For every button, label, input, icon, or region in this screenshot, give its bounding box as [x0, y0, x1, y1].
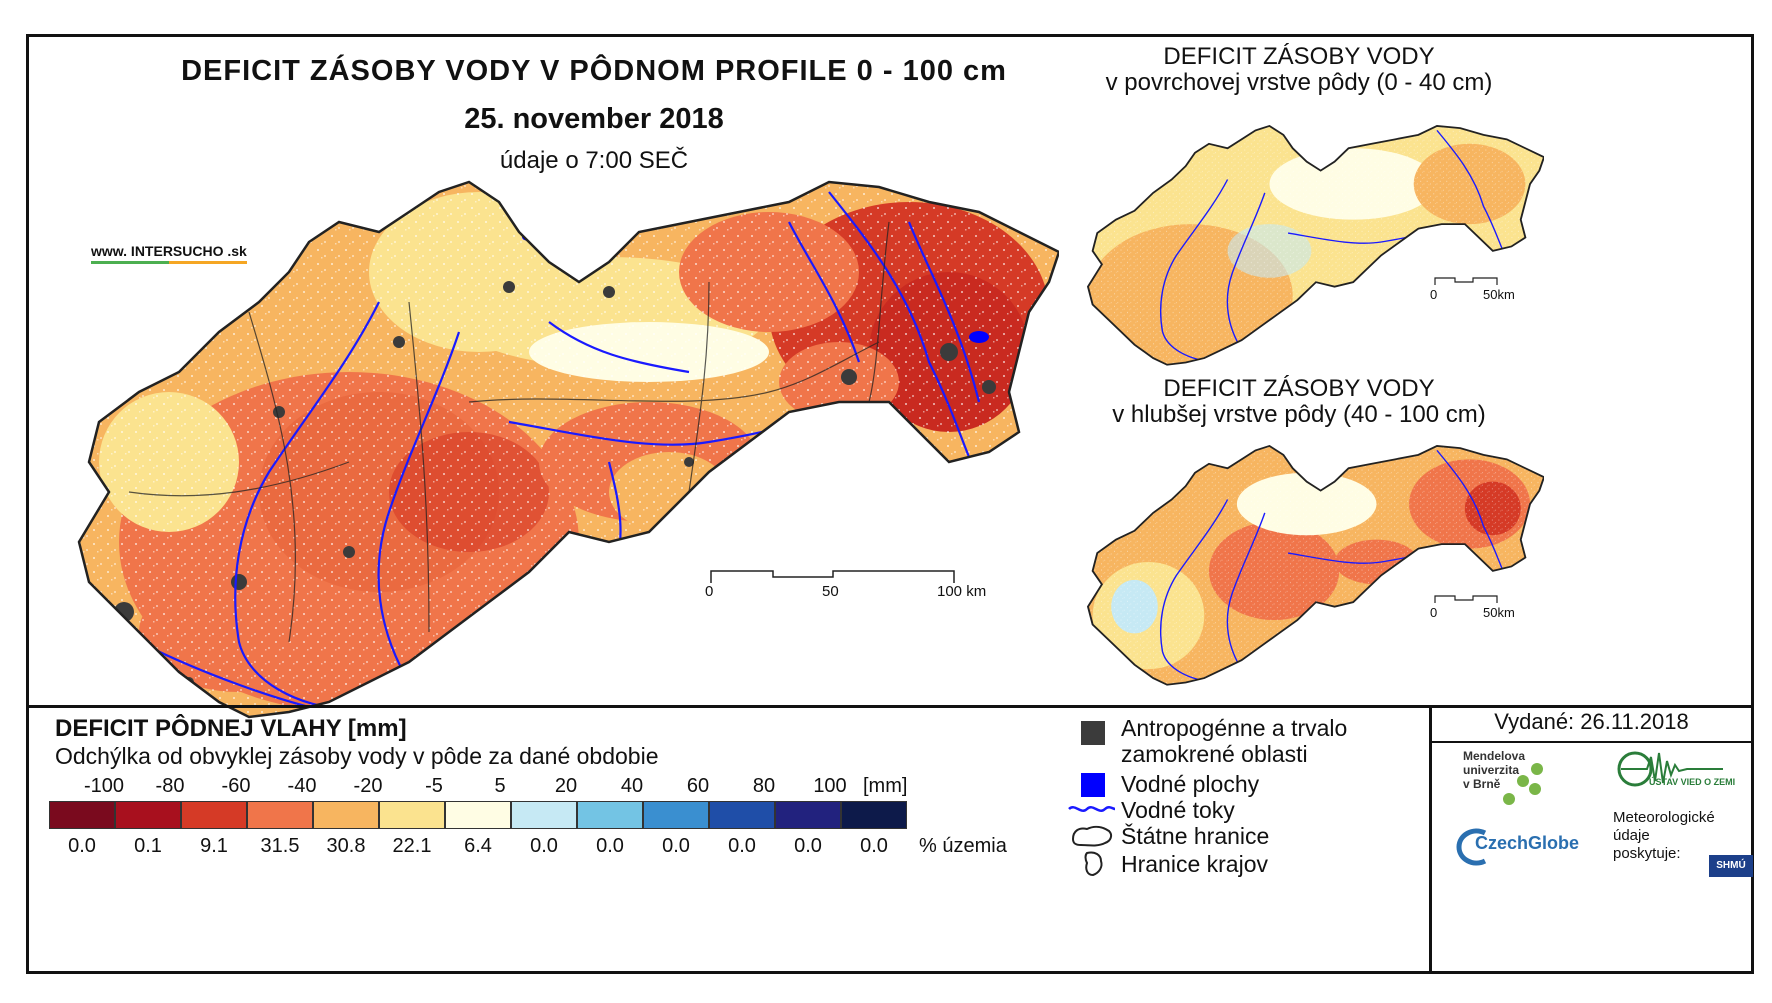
legend-percent: 9.1	[200, 835, 228, 857]
legend-swatch	[709, 801, 775, 829]
legend-bound: 60	[686, 775, 710, 797]
uvgz-logo-text: ÚSTAV VIED O ZEMI	[1649, 777, 1736, 787]
state-border-label: Štátne hranice	[1121, 823, 1270, 849]
legend-bound: 40	[620, 775, 644, 797]
main-scale-label-100: 100 km	[937, 583, 987, 600]
main-deficit-map	[77, 180, 1059, 719]
legend-swatch	[643, 801, 709, 829]
intersucho-website: www. INTERSUCHO .sk	[91, 243, 247, 264]
shmu-logo-text: SHMÚ	[1716, 860, 1746, 871]
legend-swatch	[445, 801, 511, 829]
legend-percent: 0.0	[596, 835, 624, 857]
mendel-line-3: v Brně	[1463, 777, 1501, 791]
mendel-dots-icon	[1503, 763, 1543, 805]
legend-percent: 6.4	[464, 835, 492, 857]
legend-bound: -40	[287, 775, 317, 797]
bottom-map-title-2: v hlubšej vrstve pôdy (40 - 100 cm)	[1112, 401, 1486, 428]
legend-bound: 100	[813, 775, 847, 797]
meteo-provider-text: Meteorologické údaje poskytuje:	[1613, 809, 1715, 863]
main-scale-label-50: 50	[822, 583, 839, 600]
anthropogenic-swatch	[1081, 721, 1105, 745]
legend-bound: -60	[221, 775, 251, 797]
bottom-map-title-1: DEFICIT ZÁSOBY VODY	[1163, 375, 1435, 402]
meteo-line-2: údaje	[1613, 827, 1650, 844]
bottom-map-scale-bar	[1434, 595, 1498, 603]
legend-percent-label: % územia	[919, 835, 1007, 857]
legend-swatch	[841, 801, 907, 829]
legend-percent: 0.0	[530, 835, 558, 857]
legend-swatch	[379, 801, 445, 829]
anthropogenic-label-1: Antropogénne a trvalo	[1121, 715, 1348, 741]
legend-separator	[29, 705, 1751, 708]
legend-swatch	[49, 801, 115, 829]
legend-swatches-row	[49, 801, 907, 829]
legend-bound: -20	[353, 775, 383, 797]
main-scale-label-0: 0	[705, 583, 714, 600]
czechglobe-logo: CzechGlobe	[1475, 833, 1580, 853]
top-map-title-1: DEFICIT ZÁSOBY VODY	[1163, 43, 1435, 70]
website-underline	[91, 261, 247, 264]
legend-swatch	[577, 801, 643, 829]
water-area-swatch	[1081, 773, 1105, 797]
top-map-title-2: v povrchovej vrstve pôdy (0 - 40 cm)	[1105, 69, 1493, 96]
top-small-map	[1087, 124, 1544, 366]
map-frame: DEFICIT ZÁSOBY VODY V PÔDNOM PROFILE 0 -…	[26, 34, 1754, 974]
main-scale-bar	[710, 570, 955, 583]
bottom-map-scale-0: 0	[1430, 605, 1438, 620]
mendel-line-1: Mendelova	[1463, 749, 1526, 763]
legend-bound: 80	[752, 775, 776, 797]
time-subtitle: údaje o 7:00 SEČ	[499, 147, 689, 174]
legend-bound: -80	[155, 775, 185, 797]
website-text: www. INTERSUCHO .sk	[91, 243, 247, 259]
czechglobe-icon	[1456, 828, 1487, 866]
logo-panel-divider	[1429, 705, 1432, 971]
water-area-label: Vodné plochy	[1121, 771, 1260, 797]
legend-swatch	[247, 801, 313, 829]
mendel-university-logo: Mendelova univerzita v Brně	[1463, 749, 1525, 791]
legend-bounds-row: -100 -80 -60 -40 -20 -5 5 20 40 60 80 10…	[71, 775, 929, 798]
river-label: Vodné toky	[1121, 797, 1235, 823]
legend-percent: 0.0	[728, 835, 756, 857]
legend-percent: 0.0	[860, 835, 888, 857]
legend-swatch	[313, 801, 379, 829]
legend-swatch	[775, 801, 841, 829]
region-border-symbol	[1084, 851, 1103, 877]
bottom-small-map	[1087, 444, 1544, 686]
legend-percent: 0.0	[794, 835, 822, 857]
legend-bound: -5	[425, 775, 443, 797]
issued-divider	[1429, 741, 1751, 743]
date-title: 25. november 2018	[464, 103, 724, 135]
anthropogenic-label-2: zamokrené oblasti	[1121, 741, 1308, 767]
meteo-line-3: poskytuje:	[1613, 845, 1681, 862]
top-map-scale-50: 50km	[1483, 287, 1515, 302]
legend-percent: 0.0	[68, 835, 96, 857]
legend-swatch	[511, 801, 577, 829]
legend-bound: -100	[83, 775, 125, 797]
legend-swatch	[181, 801, 247, 829]
issued-date: Vydané: 26.11.2018	[1494, 709, 1689, 734]
mendel-line-2: univerzita	[1463, 763, 1520, 777]
river-symbol	[1068, 805, 1116, 812]
meteo-line-1: Meteorologické	[1613, 809, 1715, 826]
legend-swatch	[115, 801, 181, 829]
state-border-symbol	[1071, 825, 1113, 847]
legend-percent-row: 0.0 0.1 9.1 31.5 30.8 22.1 6.4 0.0 0.0 0.0 0.0 0.0 0…	[49, 835, 907, 858]
legend-percent: 22.1	[392, 835, 432, 857]
uvgz-seismograph-icon	[1617, 751, 1723, 787]
top-map-scale-0: 0	[1430, 287, 1438, 302]
legend-percent: 0.0	[662, 835, 690, 857]
legend-title: DEFICIT PÔDNEJ VLAHY [mm]	[55, 715, 407, 742]
legend-unit: [mm]	[863, 775, 908, 797]
main-title: DEFICIT ZÁSOBY VODY V PÔDNOM PROFILE 0 -…	[181, 55, 1007, 87]
top-map-scale-bar	[1434, 277, 1498, 285]
region-border-label: Hranice krajov	[1121, 851, 1268, 877]
legend-percent: 0.1	[134, 835, 162, 857]
legend-subtitle: Odchýlka od obvyklej zásoby vody v pôde …	[55, 743, 659, 769]
legend-bound: 5	[494, 775, 506, 797]
legend-percent: 31.5	[260, 835, 300, 857]
shmu-logo: SHMÚ	[1709, 855, 1753, 877]
legend-bound: 20	[554, 775, 578, 797]
bottom-map-scale-50: 50km	[1483, 605, 1515, 620]
legend-percent: 30.8	[326, 835, 366, 857]
